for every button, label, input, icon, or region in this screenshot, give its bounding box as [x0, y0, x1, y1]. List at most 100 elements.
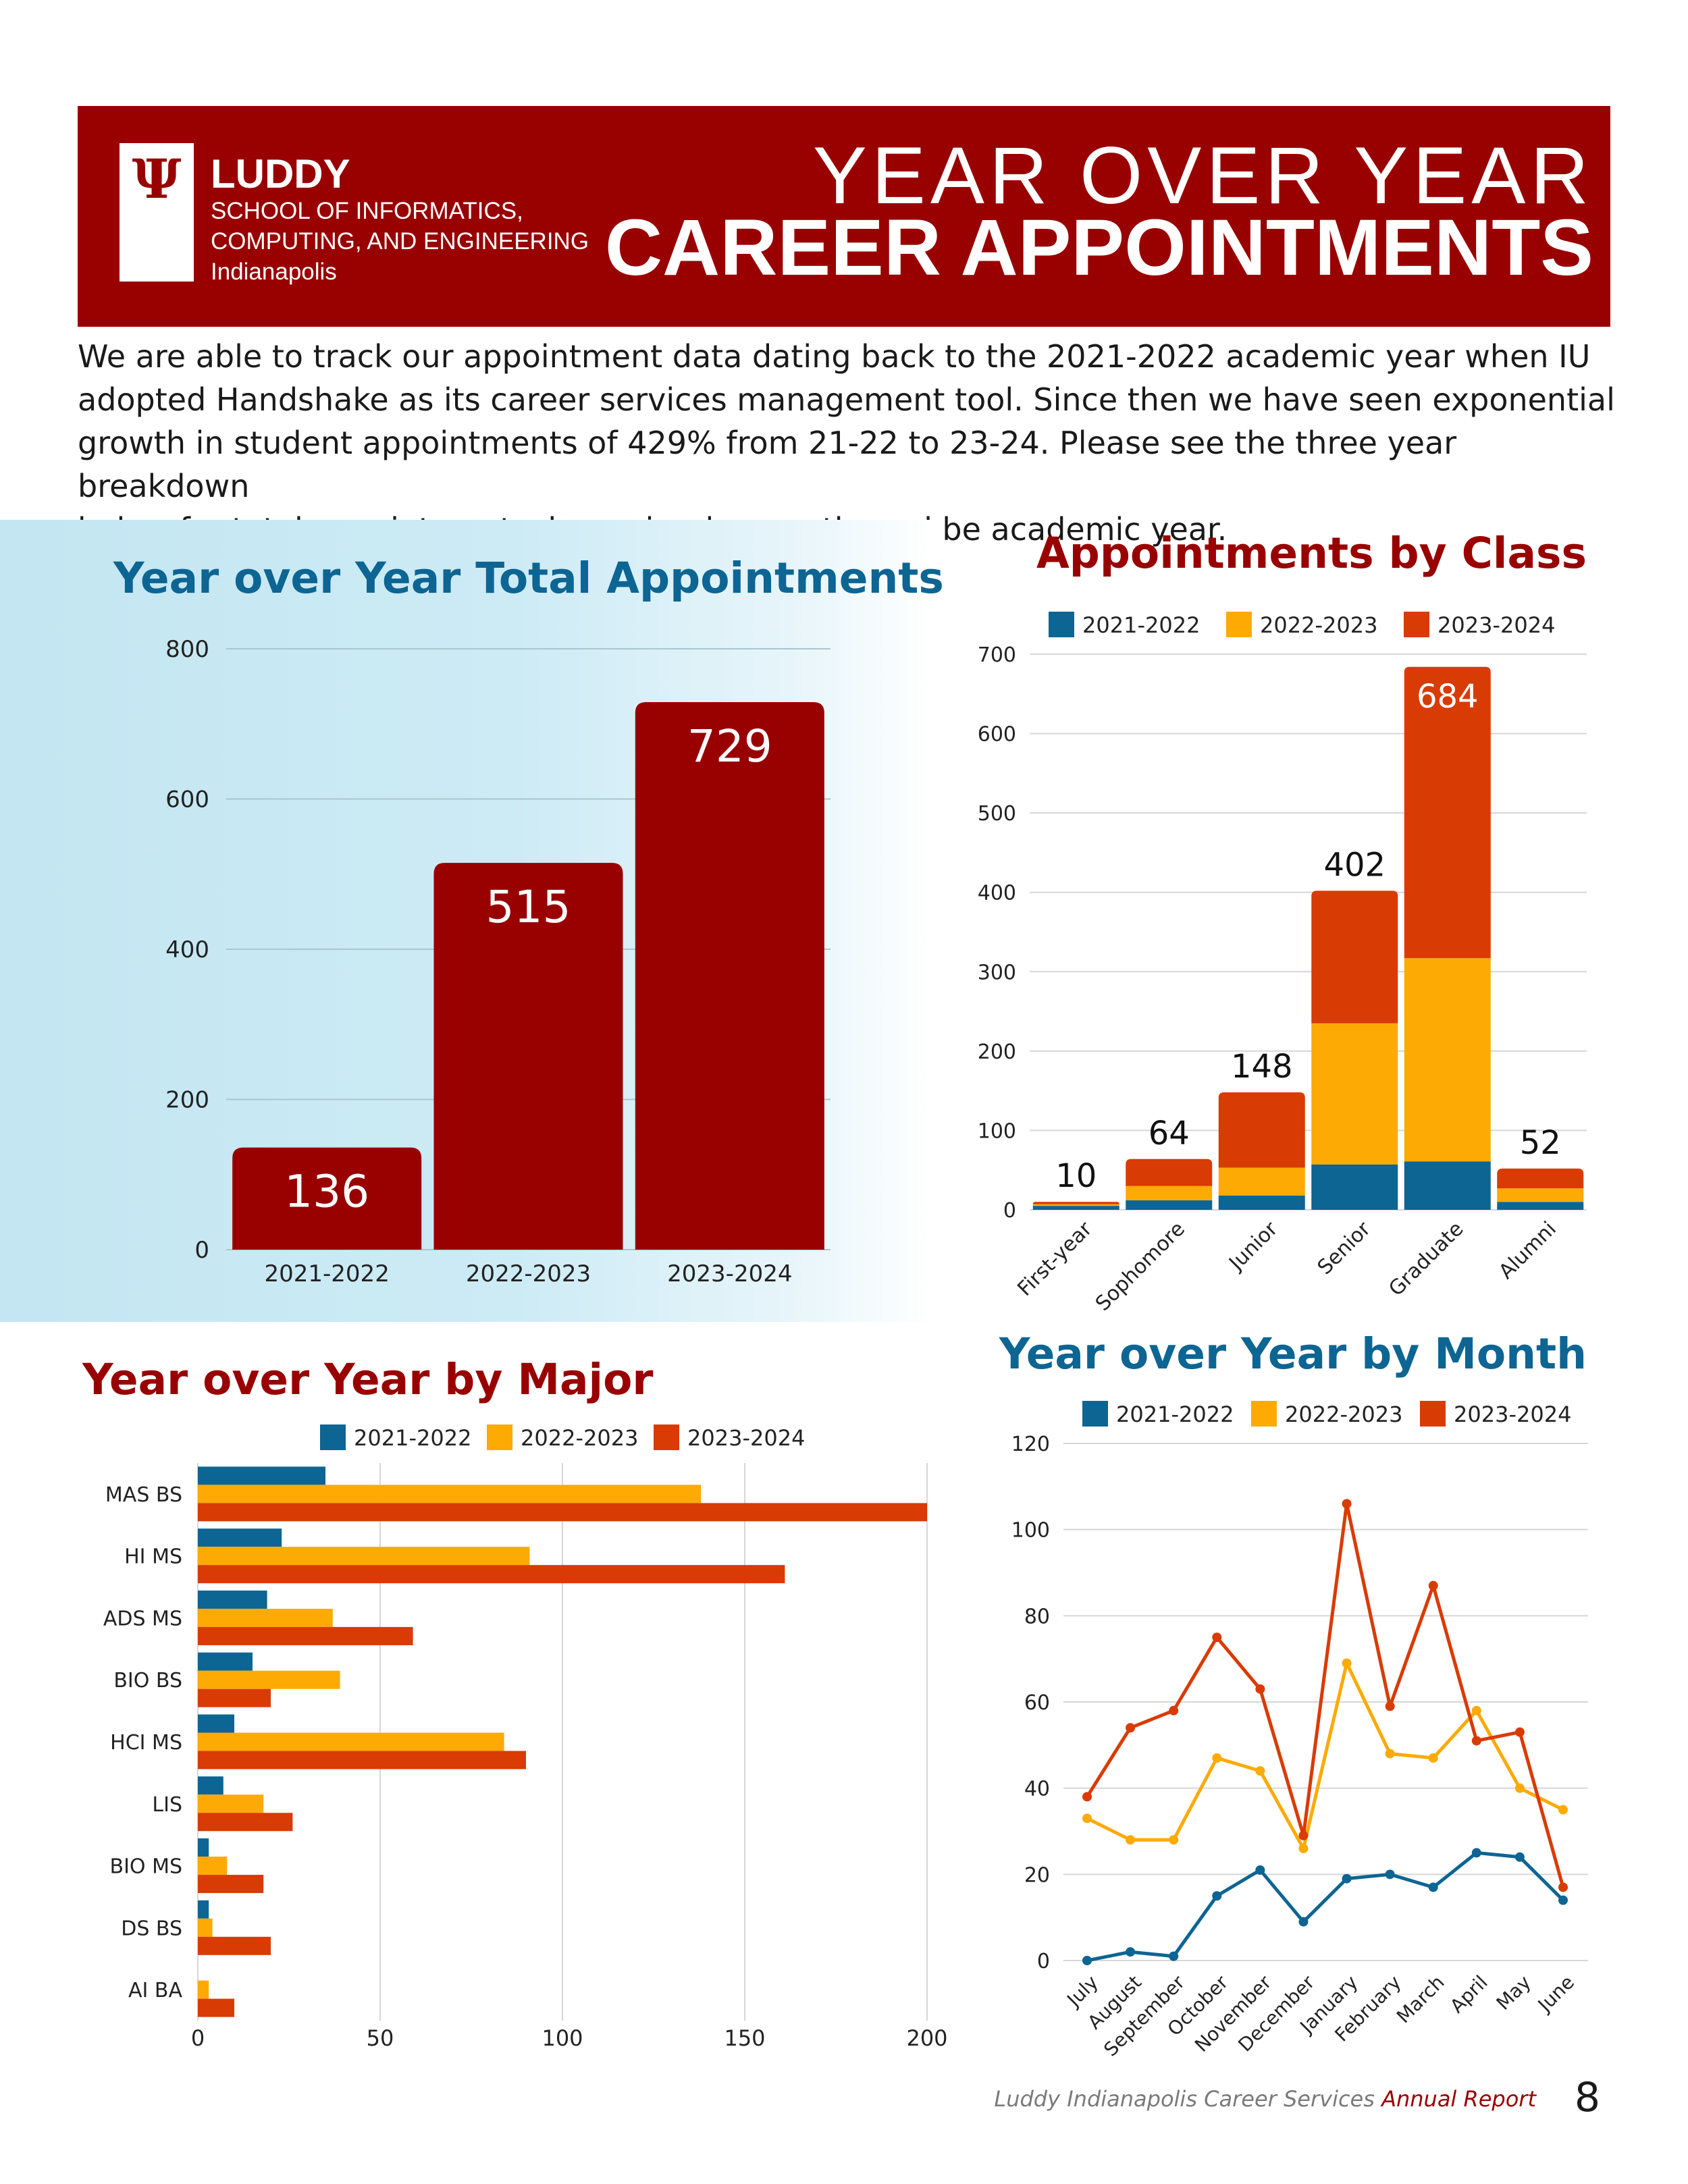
data-label: 64 [1149, 1115, 1190, 1152]
data-point [1126, 1947, 1136, 1957]
data-label: 684 [1417, 678, 1479, 716]
data-point [1126, 1723, 1136, 1733]
legend-swatch [1251, 1401, 1277, 1427]
footer-org: Luddy Indianapolis Career Services [994, 2086, 1375, 2112]
y-tick-label: AI BA [128, 1979, 182, 2002]
y-tick-label: 0 [1037, 1950, 1050, 1973]
bar-segment [1311, 1023, 1398, 1165]
y-tick-label: 200 [978, 1040, 1016, 1064]
legend-swatch [654, 1424, 679, 1450]
bar-segment [1126, 1158, 1213, 1186]
data-point [1471, 1705, 1481, 1715]
bar [198, 1547, 530, 1566]
bar-segment [1218, 1195, 1305, 1210]
bar [198, 1714, 234, 1733]
x-tick-label: Alumni [1494, 1217, 1561, 1284]
bar [198, 1608, 333, 1627]
legend-label: 2023-2024 [1454, 1402, 1571, 1427]
footer-accent: Annual Report [1381, 2086, 1536, 2112]
bar-segment [1032, 1204, 1119, 1206]
y-tick-label: 100 [1011, 1519, 1050, 1543]
legend-label: 2021-2022 [354, 1425, 471, 1451]
bar [198, 1732, 504, 1751]
x-tick-label: Junior [1223, 1217, 1282, 1275]
data-point [1342, 1873, 1352, 1884]
x-tick-label: Sophomore [1091, 1217, 1190, 1316]
bar [198, 1565, 785, 1584]
bar [198, 1980, 209, 1999]
bar [198, 1751, 526, 1769]
bar-segment [1497, 1202, 1584, 1210]
bar [198, 1626, 413, 1645]
bar [232, 1147, 422, 1250]
bar [198, 1918, 213, 1937]
logo-line-3: Indianapolis [211, 259, 337, 285]
series-line [1086, 1661, 1564, 1850]
legend-swatch [1082, 1401, 1108, 1427]
y-tick-label: 400 [165, 936, 209, 963]
y-tick-label: 800 [165, 636, 209, 663]
y-tick-label: HCI MS [110, 1731, 182, 1755]
data-point [1558, 1895, 1568, 1905]
data-point [1082, 1792, 1092, 1802]
bar [198, 1998, 234, 2017]
data-point [1471, 1848, 1481, 1858]
legend-swatch [1049, 612, 1074, 637]
bar-segment [1497, 1188, 1584, 1202]
y-tick-label: 500 [978, 802, 1016, 826]
bar-segment [1032, 1206, 1119, 1210]
legend-label: 2021-2022 [1082, 612, 1200, 638]
y-tick-label: 600 [165, 787, 209, 814]
y-tick-label: 0 [1003, 1199, 1016, 1223]
bar [433, 863, 623, 1250]
data-point [1428, 1580, 1438, 1591]
data-point [1428, 1882, 1438, 1892]
y-tick-label: LIS [152, 1793, 182, 1817]
chart-title-class: Appointments by Class [1036, 529, 1587, 578]
iu-logo [120, 143, 194, 282]
intro-line: adopted Handshake as its career services… [78, 381, 1615, 418]
x-tick-label: Graduate [1384, 1217, 1468, 1301]
bar [198, 1688, 271, 1707]
y-tick-label: 300 [978, 961, 1016, 984]
legend-swatch [1420, 1401, 1446, 1427]
bar [198, 1900, 209, 1919]
bar-segment [1311, 890, 1398, 1023]
bar-segment [1404, 958, 1491, 1162]
x-tick-label: 150 [724, 2025, 765, 2051]
data-point [1385, 1701, 1395, 1711]
logo-name: LUDDY [211, 151, 350, 196]
x-tick-label: June [1533, 1971, 1579, 2017]
y-tick-label: 700 [978, 643, 1016, 667]
bar [198, 1776, 223, 1795]
bar-segment [1404, 666, 1491, 959]
x-tick-label: First-year [1013, 1217, 1097, 1300]
intro-line: growth in student appointments of 429% f… [78, 425, 1457, 504]
y-tick-label: 200 [165, 1087, 209, 1114]
legend-label: 2022-2023 [521, 1425, 638, 1451]
data-point [1212, 1891, 1222, 1901]
logo-line-2: COMPUTING, AND ENGINEERING [211, 228, 589, 255]
legend-swatch [1404, 612, 1429, 637]
bar-segment [1218, 1092, 1305, 1168]
data-point [1558, 1805, 1568, 1815]
series-line [1086, 1850, 1564, 1963]
data-label: 10 [1055, 1157, 1097, 1195]
y-tick-label: HI MS [124, 1545, 182, 1569]
data-point [1298, 1830, 1309, 1840]
data-point [1298, 1917, 1309, 1927]
x-tick-label: 200 [906, 2025, 947, 2051]
bar [198, 1466, 325, 1485]
bar [198, 1485, 702, 1503]
x-tick-label: 100 [542, 2025, 583, 2051]
bar [198, 1857, 228, 1875]
x-tick-label: 0 [191, 2025, 205, 2051]
chart-title-major: Year over Year by Major [82, 1355, 654, 1404]
bar-segment [1218, 1167, 1305, 1196]
intro-line: We are able to track our appointment dat… [78, 338, 1591, 375]
data-point [1212, 1753, 1222, 1763]
data-point [1169, 1951, 1179, 1961]
legend-label: 2023-2024 [687, 1425, 805, 1451]
x-tick-label: May [1492, 1971, 1535, 2015]
bar-segment [1126, 1200, 1213, 1210]
